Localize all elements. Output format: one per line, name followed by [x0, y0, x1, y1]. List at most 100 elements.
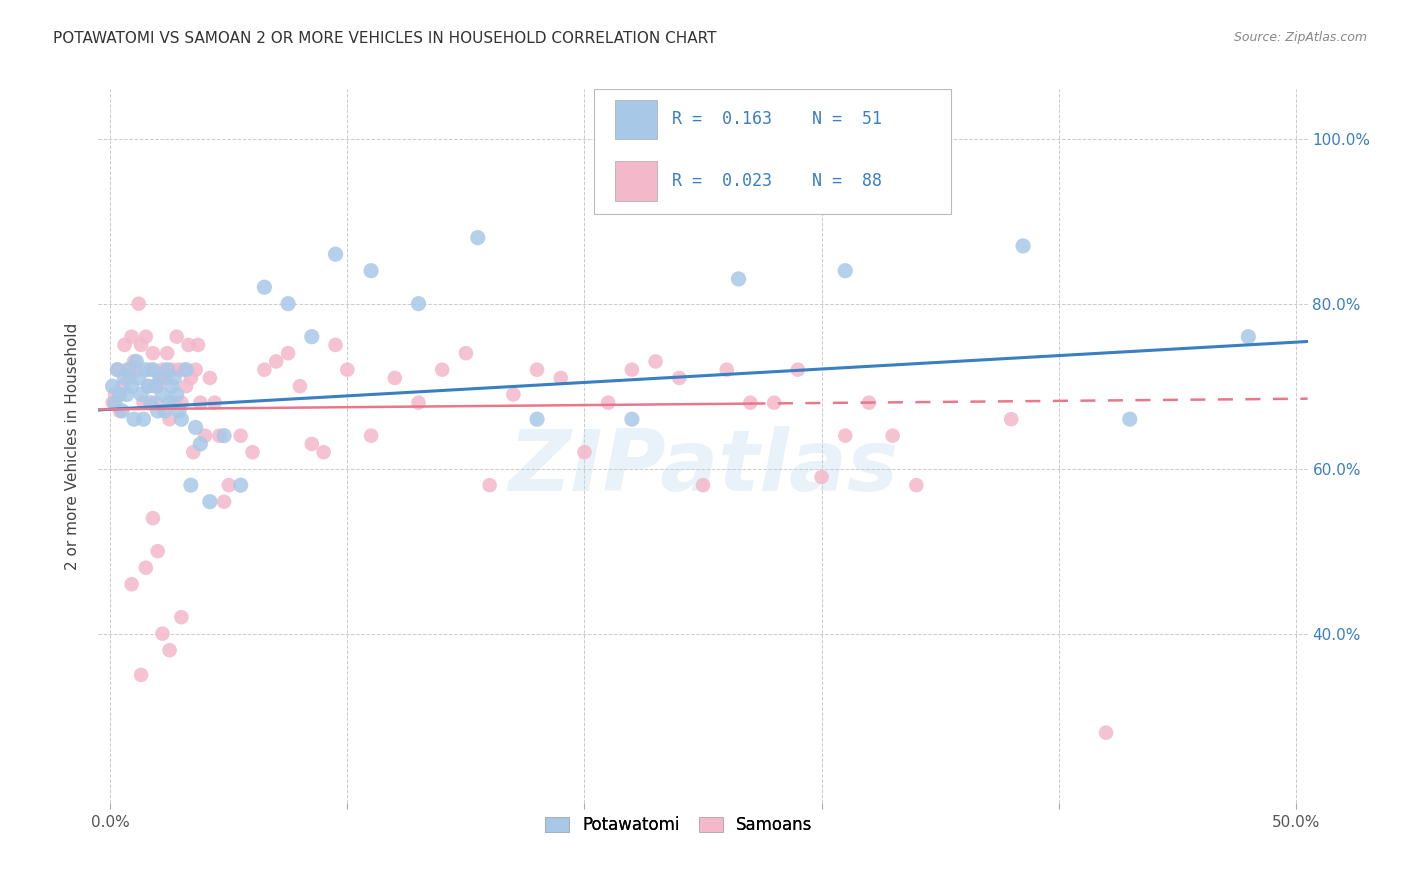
Point	[142, 511, 165, 525]
Point	[181, 445, 204, 459]
Point	[253, 362, 276, 376]
Point	[170, 395, 193, 409]
Point	[121, 577, 143, 591]
Point	[166, 329, 188, 343]
Point	[118, 371, 141, 385]
Point	[146, 379, 169, 393]
Point	[129, 668, 152, 682]
Point	[170, 412, 193, 426]
Point	[159, 395, 181, 409]
Point	[153, 404, 176, 418]
Point	[212, 494, 235, 508]
Point	[644, 354, 666, 368]
Point	[136, 379, 159, 393]
Point	[128, 371, 150, 385]
Point	[115, 387, 138, 401]
Point	[360, 263, 382, 277]
Point	[208, 428, 231, 442]
Point	[142, 346, 165, 360]
Point	[301, 437, 323, 451]
Point	[156, 346, 179, 360]
Point	[810, 470, 832, 484]
Point	[598, 395, 620, 409]
Text: POTAWATOMI VS SAMOAN 2 OR MORE VEHICLES IN HOUSEHOLD CORRELATION CHART: POTAWATOMI VS SAMOAN 2 OR MORE VEHICLES …	[53, 31, 717, 46]
Point	[177, 338, 200, 352]
Point	[122, 412, 145, 426]
Point	[149, 371, 172, 385]
Point	[135, 560, 157, 574]
Point	[184, 362, 207, 376]
Point	[115, 362, 138, 376]
Text: Source: ZipAtlas.com: Source: ZipAtlas.com	[1233, 31, 1367, 45]
Point	[692, 478, 714, 492]
Point	[152, 362, 174, 376]
Point	[105, 362, 128, 376]
Point	[160, 379, 183, 393]
Point	[301, 329, 323, 343]
Point	[882, 428, 904, 442]
Point	[152, 626, 174, 640]
Point	[174, 379, 197, 393]
Point	[550, 371, 572, 385]
Point	[160, 362, 183, 376]
Point	[277, 346, 299, 360]
Point	[163, 371, 186, 385]
Point	[104, 395, 127, 409]
Point	[167, 404, 190, 418]
Point	[242, 445, 264, 459]
Point	[190, 395, 212, 409]
Point	[187, 338, 209, 352]
Point	[114, 338, 136, 352]
Point	[114, 371, 136, 385]
Point	[325, 247, 347, 261]
Point	[763, 395, 786, 409]
Point	[229, 478, 252, 492]
Point	[129, 338, 152, 352]
Point	[786, 362, 808, 376]
Point	[139, 395, 162, 409]
Point	[727, 272, 749, 286]
Point	[408, 296, 430, 310]
Point	[180, 478, 202, 492]
Text: R =  0.023    N =  88: R = 0.023 N = 88	[672, 172, 882, 190]
Point	[146, 404, 169, 418]
Point	[336, 362, 359, 376]
Point	[502, 387, 524, 401]
Point	[408, 395, 430, 409]
Point	[132, 395, 155, 409]
Point	[432, 362, 454, 376]
Point	[143, 379, 166, 393]
Point	[1012, 239, 1035, 253]
Point	[905, 478, 928, 492]
Legend: Potawatomi, Samoans: Potawatomi, Samoans	[538, 810, 820, 841]
Point	[118, 362, 141, 376]
Point	[105, 362, 128, 376]
Point	[218, 478, 240, 492]
Point	[194, 428, 217, 442]
Point	[173, 362, 195, 376]
Point	[184, 420, 207, 434]
Point	[478, 478, 501, 492]
Point	[277, 296, 299, 310]
Point	[253, 280, 276, 294]
Point	[204, 395, 226, 409]
Point	[454, 346, 477, 360]
Point	[834, 428, 856, 442]
Point	[132, 412, 155, 426]
Point	[153, 371, 176, 385]
Point	[574, 445, 596, 459]
Point	[121, 329, 143, 343]
Point	[198, 494, 221, 508]
FancyBboxPatch shape	[614, 100, 657, 139]
Point	[312, 445, 335, 459]
Point	[156, 362, 179, 376]
Point	[526, 362, 548, 376]
Point	[668, 371, 690, 385]
Point	[146, 544, 169, 558]
Point	[101, 395, 124, 409]
FancyBboxPatch shape	[595, 89, 950, 214]
Point	[108, 387, 131, 401]
Point	[526, 412, 548, 426]
FancyBboxPatch shape	[614, 161, 657, 201]
Point	[101, 379, 124, 393]
